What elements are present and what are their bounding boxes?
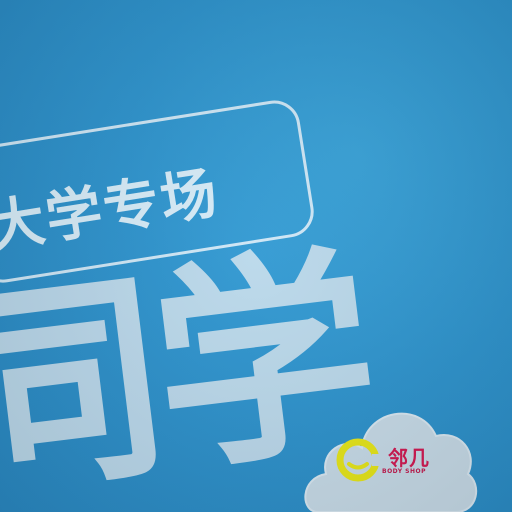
cloud-badge [300,392,480,512]
smiley-c-logo-icon [336,438,380,482]
badge-text-en: BODY SHOP [382,468,426,475]
badge-text-cn: 邻几 [388,446,430,470]
cloud-icon [304,412,477,512]
